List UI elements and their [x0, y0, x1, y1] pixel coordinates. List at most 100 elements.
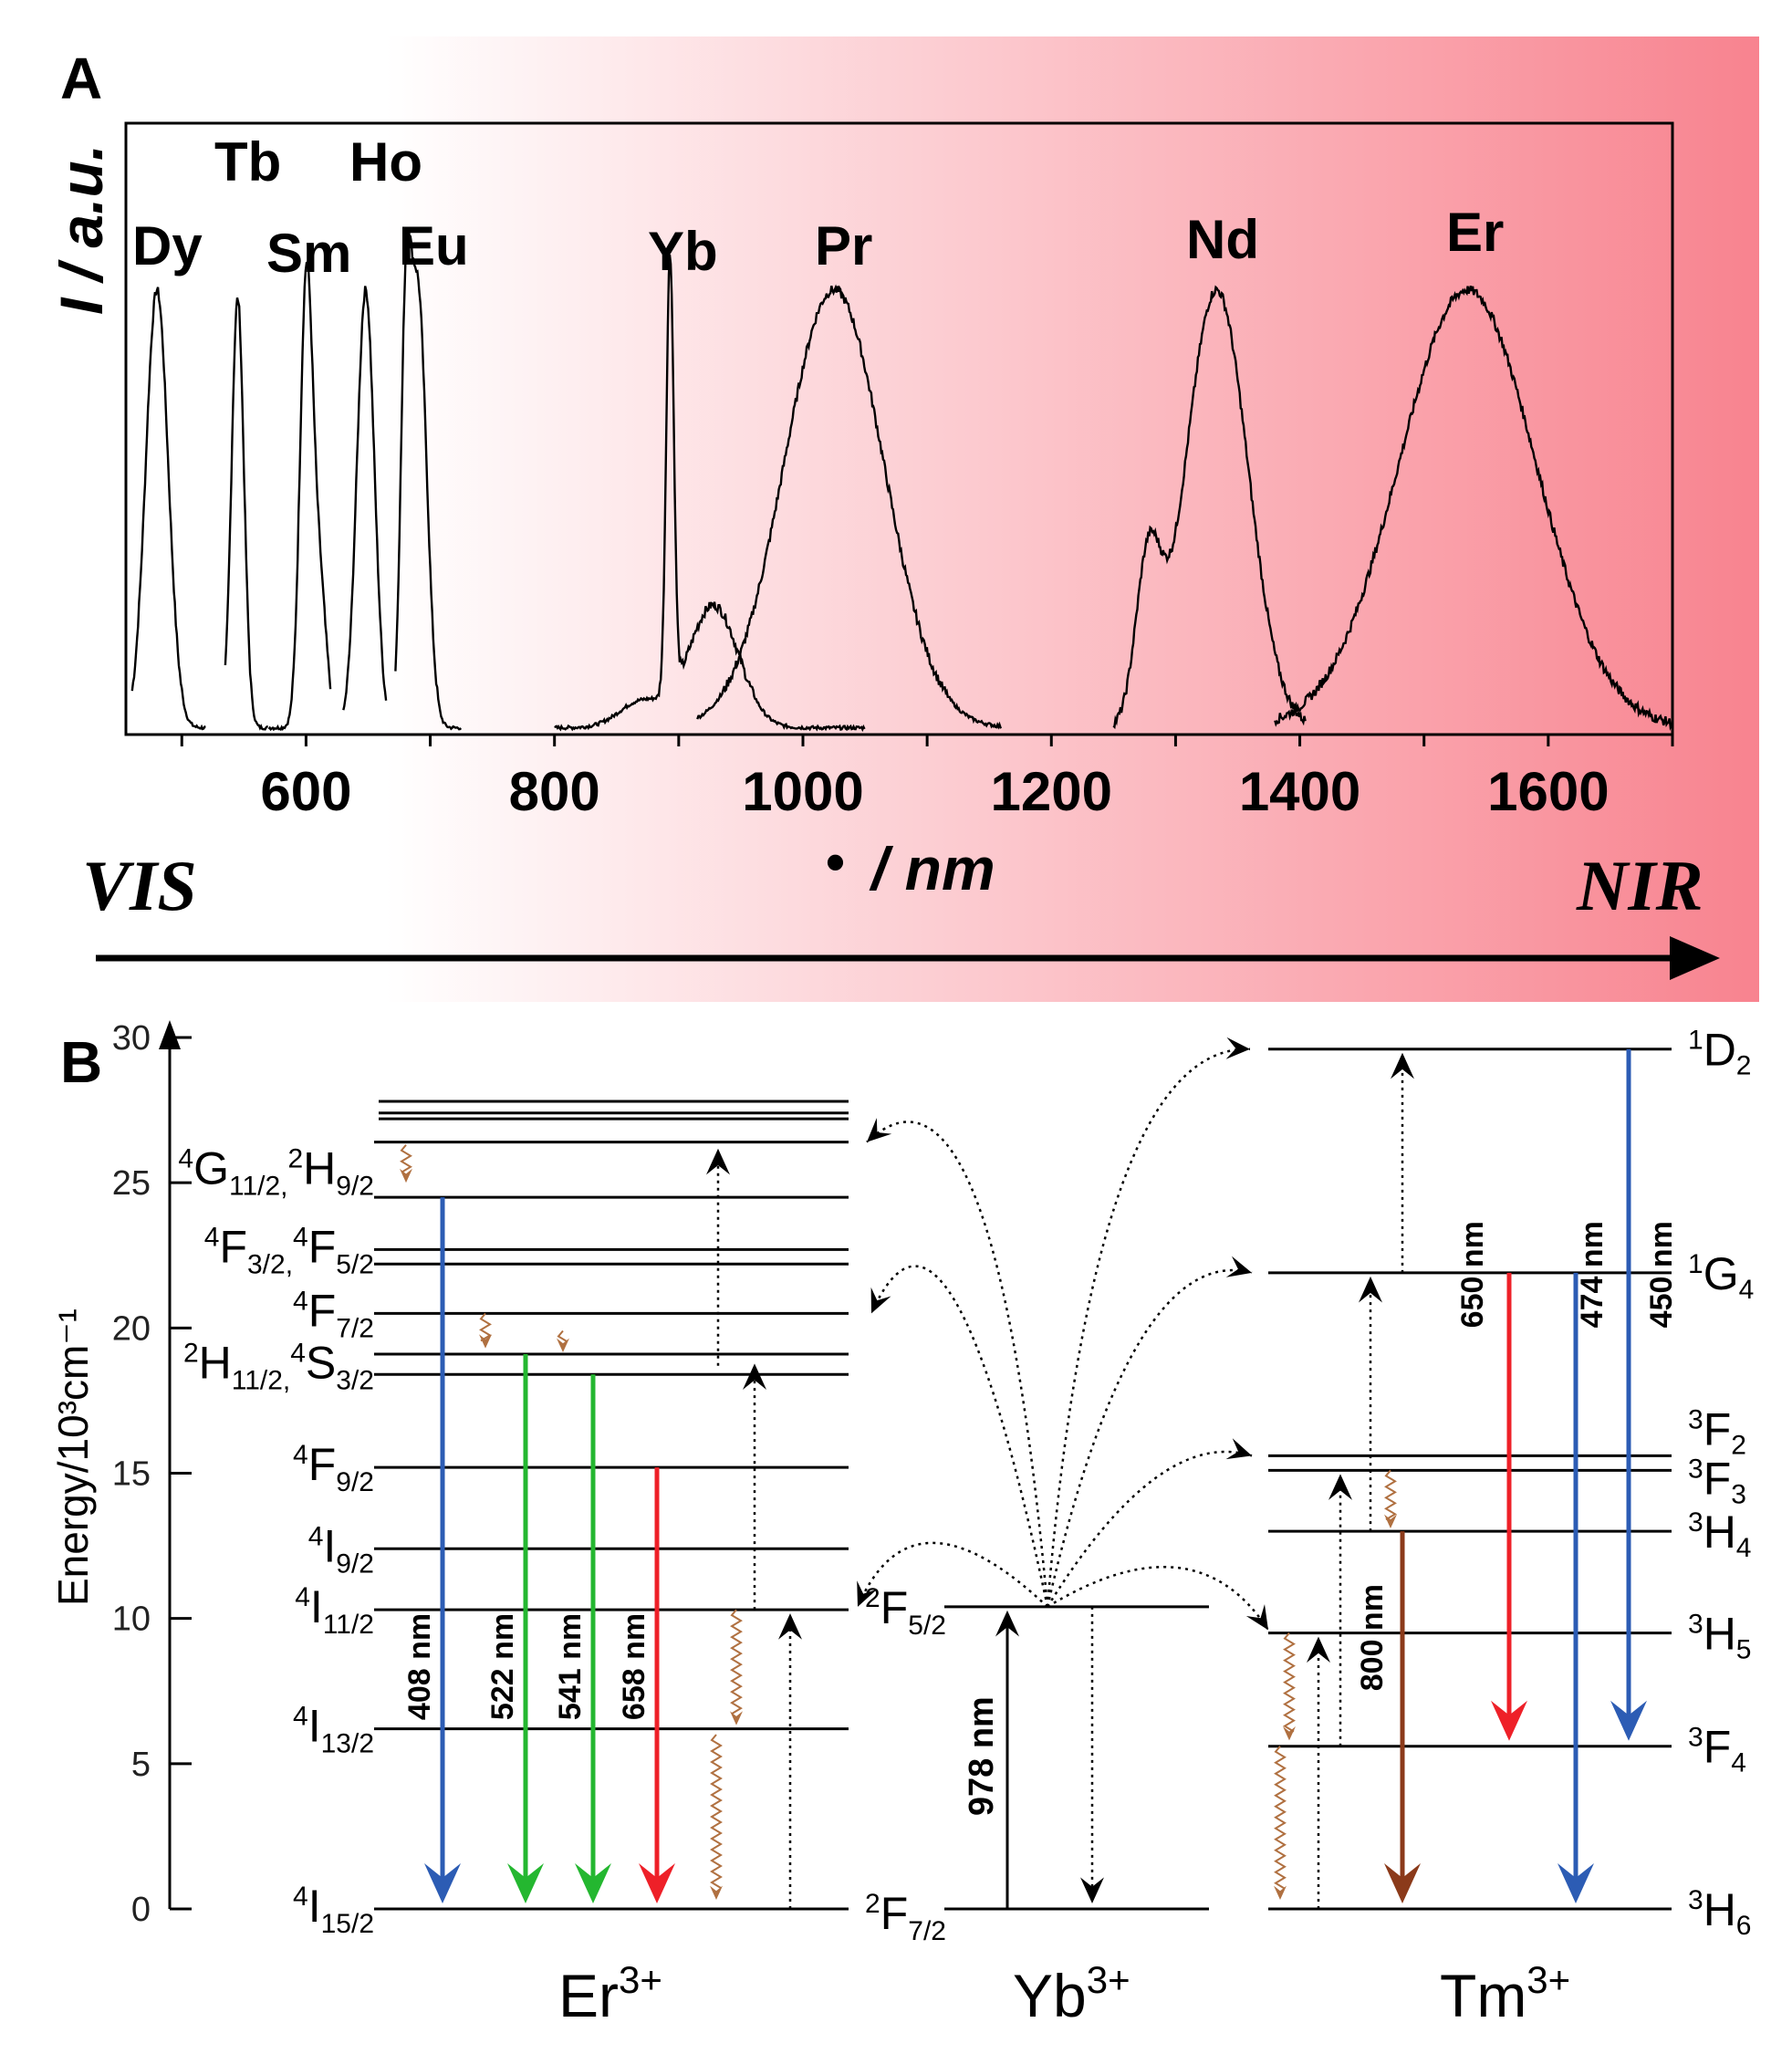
- peak-label-ho: Ho: [349, 131, 422, 193]
- level-label-er-5: 2H11/2,4S3/2: [183, 1338, 374, 1396]
- level-label-tm-3: 3H4: [1688, 1507, 1751, 1563]
- yb-transitions: 978 nm: [963, 1606, 1104, 1909]
- level-label-tm-0: 3H6: [1688, 1884, 1751, 1941]
- relaxation-line: [479, 1312, 492, 1342]
- ion-label-yb: Yb3+: [1013, 1958, 1130, 2029]
- arrowhead: [743, 1363, 766, 1390]
- peak-label-sm: Sm: [266, 223, 351, 284]
- level-label-tm-6: 1G4: [1688, 1248, 1754, 1305]
- energy-transfer-arrowhead: [1225, 1256, 1252, 1277]
- energy-transfer-curve: [866, 1121, 1049, 1608]
- arrowhead: [995, 1610, 1019, 1637]
- er-levels: [374, 1100, 849, 1911]
- spectrum-dy: [130, 287, 206, 731]
- x-tick-label: 1600: [1487, 761, 1609, 822]
- arrowhead: [1558, 1863, 1594, 1903]
- peak-label-dy: Dy: [132, 215, 203, 276]
- x-axis-label: / nm: [869, 835, 995, 902]
- energy-transfer-curve: [870, 1265, 1049, 1608]
- x-tick-label: 1200: [991, 761, 1112, 822]
- svg-text:Tm3+: Tm3+: [1440, 1958, 1570, 2029]
- energy-transfer-curve: [856, 1541, 1048, 1608]
- peak-label-nd: Nd: [1186, 209, 1259, 270]
- level-label-tm-5: 3F2: [1688, 1403, 1746, 1460]
- peak-label-pr: Pr: [815, 215, 872, 276]
- x-tick-label: 1000: [742, 761, 863, 822]
- arrowhead: [639, 1863, 675, 1903]
- relaxation-line: [730, 1609, 743, 1715]
- level-label-yb-0: 2F7/2: [865, 1888, 946, 1946]
- ion-label-er: Er3+: [558, 1958, 662, 2029]
- vis-nir-arrow: [96, 936, 1720, 980]
- er-emission-label: 541 nm: [553, 1613, 588, 1720]
- er-transitions: 408 nm 522 nm 541 nm 658 nm: [400, 1144, 802, 1909]
- energy-transfer-curve: [1046, 1048, 1251, 1608]
- spectrum-pr: [696, 284, 1003, 730]
- spectra: [130, 230, 1673, 733]
- arrowhead: [1359, 1276, 1382, 1303]
- tm-emission-label: 650 nm: [1455, 1221, 1490, 1328]
- relaxation-line: [400, 1144, 412, 1173]
- panel-a-background: [42, 36, 1759, 1002]
- nir-label: NIR: [1576, 846, 1703, 925]
- level-label-er-2: 4I11/2: [295, 1581, 374, 1640]
- arrowhead: [1384, 1514, 1397, 1528]
- energy-tick-label: 10: [112, 1600, 151, 1639]
- vis-label: VIS: [82, 846, 197, 925]
- energy-ticks: 0 5 10 15 20 25 30: [112, 1019, 192, 1929]
- level-label-tm-4: 3F3: [1688, 1453, 1746, 1509]
- energy-tick-label: 20: [112, 1309, 151, 1348]
- arrowhead: [1328, 1474, 1352, 1500]
- energy-tick-label: 30: [112, 1019, 151, 1058]
- energy-tick-label: 25: [112, 1164, 151, 1203]
- x-axis-ticks: 600 800 1000 1200 1400 1600: [180, 735, 1674, 822]
- relaxation-line: [1274, 1746, 1287, 1890]
- relaxation-line: [1283, 1632, 1296, 1733]
- energy-tick-label: 15: [112, 1455, 151, 1494]
- arrowhead: [1283, 1726, 1296, 1741]
- yb-levels: 2F7/2 2F5/2: [865, 1582, 1209, 1946]
- arrowhead: [1610, 1700, 1647, 1741]
- level-label-er-1: 4I13/2: [293, 1701, 374, 1759]
- energy-axis: [159, 1020, 181, 1909]
- energy-transfer-arrowhead: [870, 1287, 891, 1314]
- energy-tick-label: 0: [131, 1891, 151, 1929]
- svg-text:Er3+: Er3+: [558, 1958, 662, 2029]
- spectrum-nd: [1112, 285, 1307, 730]
- x-tick-label: 600: [260, 761, 351, 822]
- arrowhead: [706, 1148, 730, 1175]
- arrowhead: [1080, 1877, 1104, 1903]
- energy-transfer-arrowhead: [1225, 1438, 1252, 1460]
- plot-frame: [124, 121, 1674, 736]
- er-emission-label: 658 nm: [617, 1613, 651, 1720]
- arrowhead: [400, 1168, 412, 1183]
- x-tick-label: 800: [509, 761, 600, 822]
- er-emission-label: 408 nm: [402, 1613, 437, 1720]
- level-label-er-0: 4I15/2: [293, 1881, 374, 1939]
- energy-transfer-arrowhead: [867, 1118, 892, 1142]
- tm-emission-label: 474 nm: [1575, 1221, 1610, 1328]
- tm-transitions: 800 nm 650 nm 474 nm 450 nm: [1274, 1048, 1679, 1909]
- yb-absorption-label: 978 nm: [963, 1696, 1001, 1816]
- level-label-er-6: 4F7/2: [293, 1285, 374, 1343]
- spectrum-eu: [394, 230, 463, 731]
- arrowhead: [575, 1863, 611, 1903]
- arrowhead: [778, 1613, 802, 1640]
- panel-b-label: B: [60, 1029, 102, 1095]
- energy-transfer-arrowhead: [1225, 1037, 1250, 1059]
- y-axis-label: I / a.u.: [47, 144, 115, 315]
- panel-b: B 0 5 10 15 20 25 30 Energy/10³cm⁻¹ 4I15/2 4I13…: [49, 1019, 1754, 2029]
- level-label-yb-1: 2F5/2: [865, 1582, 946, 1641]
- spectrum-er: [1274, 285, 1673, 731]
- arrowhead: [557, 1338, 569, 1352]
- energy-transfer-arrows: [856, 1037, 1270, 1632]
- relaxation-line: [710, 1734, 723, 1889]
- level-label-er-7: 4F3/2,4F5/2: [204, 1221, 374, 1279]
- peak-label-tb: Tb: [214, 131, 281, 193]
- arrowhead: [730, 1711, 743, 1726]
- energy-transfer-curve: [1046, 1450, 1253, 1608]
